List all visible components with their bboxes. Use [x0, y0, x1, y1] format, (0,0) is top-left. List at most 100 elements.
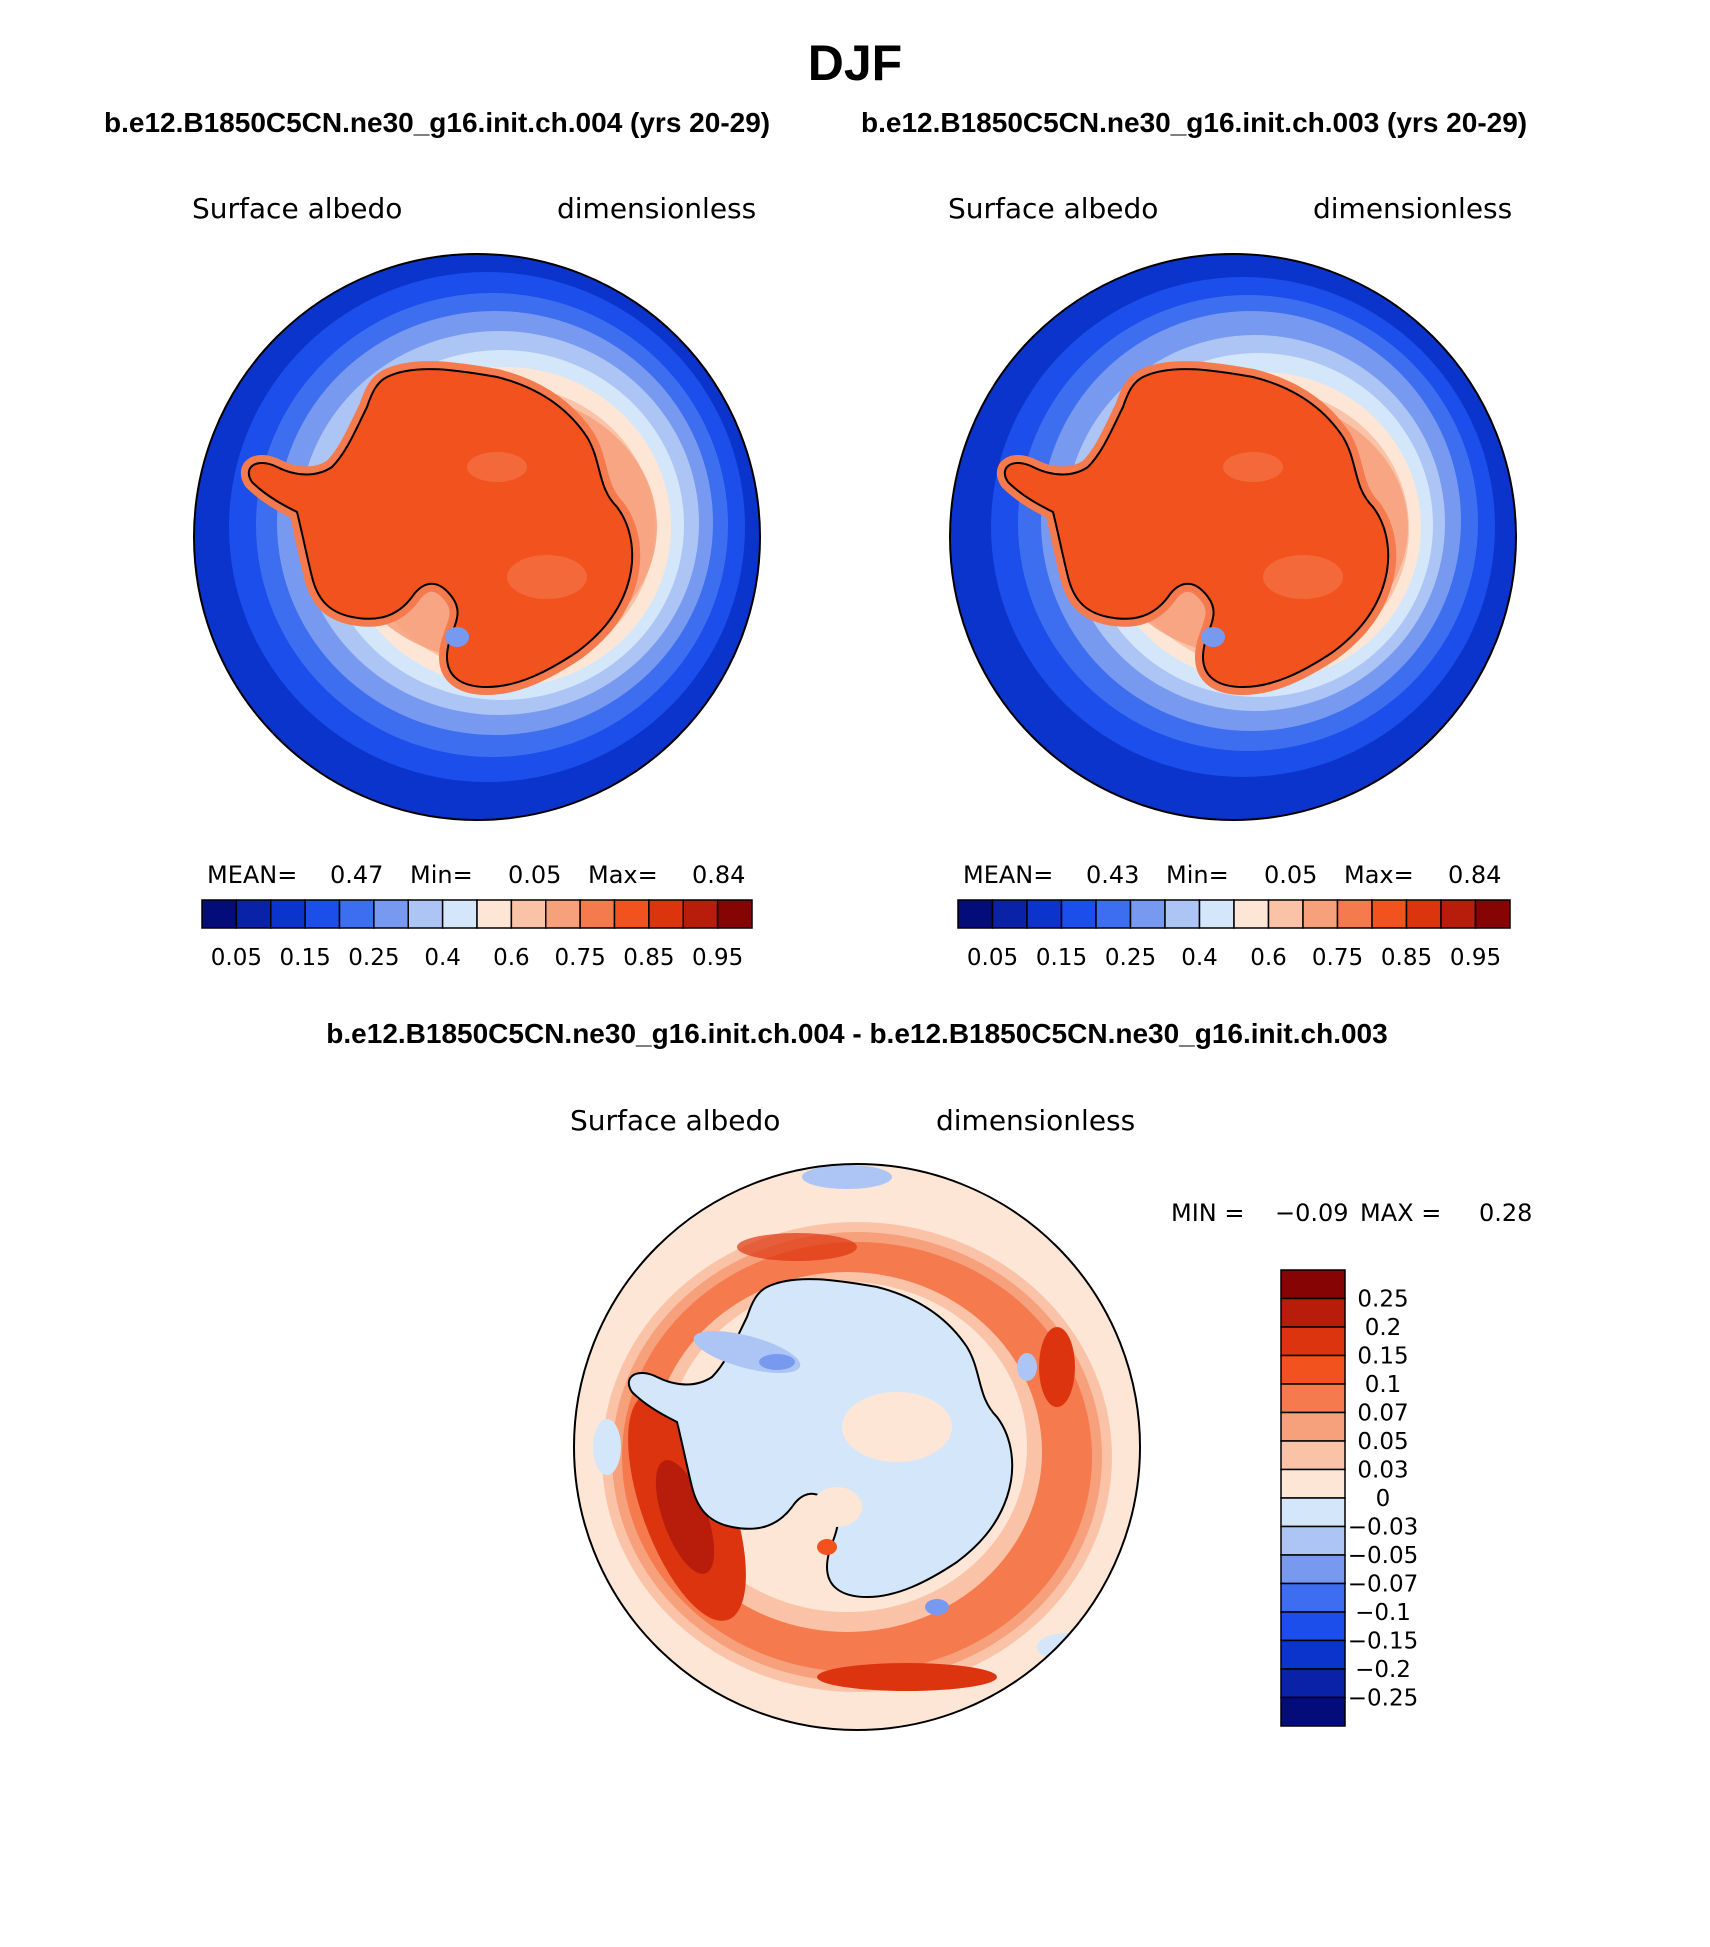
panel-3-map-border [573, 1163, 1141, 1731]
panel-3-colorbar-tick-label: −0.2 [1355, 1657, 1411, 1683]
panel-3-colorbar-box [1280, 1383, 1346, 1414]
panel-1-min-label: Min= [410, 861, 473, 889]
panel-2-colorbar-tick-label: 0.75 [1312, 945, 1363, 971]
panel-1-units-label: dimensionless [557, 192, 756, 225]
panel-1-min-value: 0.05 [508, 861, 561, 889]
panel-1-colorbar-box [270, 899, 306, 929]
panel-2-colorbar-box [1474, 899, 1511, 929]
panel-2-colorbar-box [1164, 899, 1201, 929]
panel-3-colorbar-tick-label: −0.07 [1348, 1572, 1418, 1598]
panel-3-colorbar: 0.250.2 0.150.1 0.070.05 0.030 −0.03−0.05 −0.… [1280, 1269, 1418, 1727]
panel-3-colorbar-tick-label: −0.03 [1348, 1515, 1418, 1541]
panel-3-colorbar-box [1280, 1354, 1346, 1385]
panel-3-variable-label: Surface albedo [570, 1104, 780, 1137]
panel-1-max-label: Max= [588, 861, 658, 889]
panel-3-colorbar-tick-label: 0.25 [1357, 1287, 1408, 1313]
panel-1-map [194, 254, 760, 820]
panel-2-units-label: dimensionless [1313, 192, 1512, 225]
panel-3-colorbar-tick-label: 0.03 [1357, 1458, 1408, 1484]
panel-1-colorbar-box [682, 899, 719, 929]
difference-title: b.e12.B1850C5CN.ne30_g16.init.ch.004 - b… [326, 1018, 1387, 1049]
panel-1-colorbar-box [407, 899, 444, 929]
panel-1-colorbar-tick-label: 0.05 [211, 945, 262, 971]
subtitle-left: b.e12.B1850C5CN.ne30_g16.init.ch.004 (yr… [104, 107, 770, 138]
panel-2-colorbar-tick-label: 0.85 [1381, 945, 1432, 971]
panel-2-colorbar-box [991, 899, 1028, 929]
panel-3-colorbar-box [1280, 1411, 1346, 1442]
panel-1-map-border [193, 253, 761, 821]
panel-2-colorbar-box [957, 899, 994, 929]
panel-3-colorbar-box [1280, 1525, 1346, 1556]
panel-1-colorbar-box [441, 899, 478, 929]
panel-2-colorbar-box [1198, 899, 1235, 929]
panel-2-colorbar-box [1026, 899, 1063, 929]
panel-1-mean-label: MEAN= [207, 861, 297, 889]
panel-3-colorbar-box [1280, 1497, 1346, 1528]
panel-1-colorbar-box [338, 899, 375, 929]
panel-2-colorbar-box [1336, 899, 1373, 929]
panel-3-colorbar-tick-label: 0 [1376, 1486, 1391, 1512]
panel-2-colorbar-tick-label: 0.6 [1250, 945, 1287, 971]
figure-title: DJF [808, 35, 902, 91]
panel-3-colorbar-box [1280, 1668, 1346, 1699]
panel-3-colorbar-box [1280, 1269, 1346, 1300]
panel-3-min-value: −0.09 [1275, 1199, 1349, 1227]
panel-3-colorbar-box [1280, 1554, 1346, 1585]
panel-2: Surface albedo dimensionless MEAN= [948, 192, 1517, 971]
panel-1-colorbar-tick-label: 0.25 [348, 945, 399, 971]
panel-2-min-value: 0.05 [1264, 861, 1317, 889]
panel-3-max-value: 0.28 [1479, 1199, 1532, 1227]
panel-2-colorbar-box [1371, 899, 1408, 929]
panel-2-variable-label: Surface albedo [948, 192, 1158, 225]
panel-1-colorbar-box [373, 899, 409, 929]
panel-2-map-border [949, 253, 1517, 821]
panel-1-colorbar-box [613, 899, 650, 929]
panel-3-colorbar-box [1280, 1440, 1346, 1471]
panel-2-colorbar-box [1302, 899, 1339, 929]
panel-2-mean-value: 0.43 [1086, 861, 1139, 889]
panel-2-map [950, 254, 1516, 820]
panel-3-colorbar-tick-label: 0.15 [1357, 1344, 1408, 1370]
panel-3-colorbar-tick-label: 0.05 [1357, 1429, 1408, 1455]
panel-1-colorbar-box [201, 899, 238, 929]
subtitle-right: b.e12.B1850C5CN.ne30_g16.init.ch.003 (yr… [861, 107, 1527, 138]
panel-1-colorbar-tick-label: 0.75 [555, 945, 606, 971]
panel-2-colorbar-tick-label: 0.25 [1105, 945, 1156, 971]
panel-1-colorbar-box [304, 899, 341, 929]
panel-3-colorbar-box [1280, 1639, 1346, 1670]
panel-3-colorbar-box [1280, 1326, 1346, 1357]
panel-3-colorbar-tick-label: −0.1 [1355, 1600, 1411, 1626]
panel-2-colorbar-tick-label: 0.4 [1181, 945, 1218, 971]
panel-3-colorbar-box [1280, 1696, 1346, 1727]
panel-3-map [574, 1164, 1140, 1730]
panel-3: Surface albedo dimensionless [570, 1104, 1532, 1731]
panel-3-colorbar-box [1280, 1468, 1346, 1499]
panel-2-colorbar-box [1129, 899, 1166, 929]
panel-1: Surface albedo dimensionless MEAN= [192, 192, 761, 971]
panel-1-max-value: 0.84 [692, 861, 745, 889]
panel-2-colorbar: 0.05 0.15 0.25 0.4 0.6 0.75 0.85 0.95 [957, 899, 1511, 971]
panel-2-colorbar-box [1405, 899, 1442, 929]
panel-1-colorbar-box [476, 899, 513, 929]
panel-1-colorbar-box [648, 899, 684, 929]
panel-2-max-label: Max= [1344, 861, 1414, 889]
panel-1-mean-value: 0.47 [330, 861, 383, 889]
panel-1-colorbar-tick-label: 0.85 [623, 945, 674, 971]
panel-3-colorbar-tick-label: −0.05 [1348, 1543, 1418, 1569]
panel-1-colorbar-box [510, 899, 547, 929]
panel-2-max-value: 0.84 [1448, 861, 1501, 889]
panel-3-colorbar-tick-label: 0.2 [1365, 1315, 1402, 1341]
panel-1-colorbar-box [235, 899, 272, 929]
panel-1-colorbar-box [545, 899, 581, 929]
panel-3-colorbar-tick-label: 0.1 [1365, 1372, 1402, 1398]
panel-1-variable-label: Surface albedo [192, 192, 402, 225]
panel-1-colorbar-box [716, 899, 753, 929]
panel-3-colorbar-tick-label: 0.07 [1357, 1401, 1408, 1427]
panel-3-colorbar-tick-label: −0.15 [1348, 1629, 1418, 1655]
panel-2-colorbar-box [1233, 899, 1270, 929]
panel-2-mean-label: MEAN= [963, 861, 1053, 889]
panel-3-colorbar-box [1280, 1582, 1346, 1613]
panel-3-min-label: MIN = [1171, 1199, 1244, 1227]
panel-2-min-label: Min= [1166, 861, 1229, 889]
panel-2-colorbar-box [1440, 899, 1477, 929]
